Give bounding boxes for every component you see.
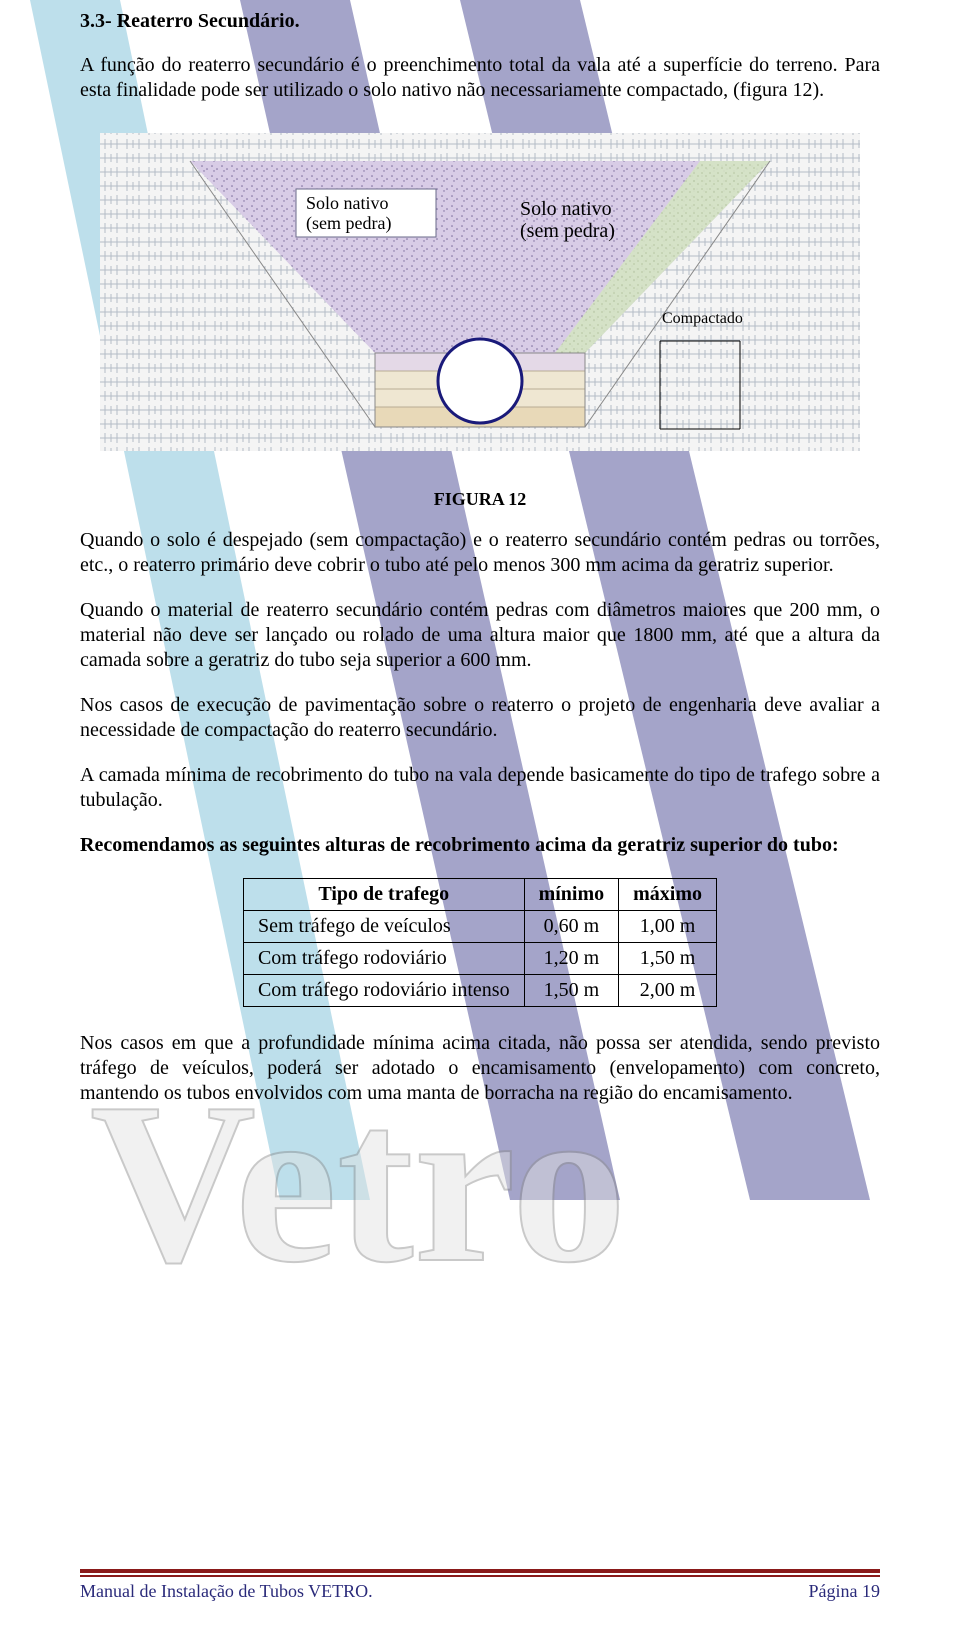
- section-title-text: Reaterro Secundário.: [117, 10, 300, 32]
- fig-label-solo-right-l1: Solo nativo: [520, 198, 612, 220]
- table-row: Com tráfego rodoviário 1,20 m 1,50 m: [243, 943, 716, 975]
- figure-caption: FIGURA 12: [80, 489, 880, 510]
- figure-label-solo-right: Solo nativo (sem pedra): [520, 198, 615, 242]
- paragraph-4: Nos casos de execução de pavimentação so…: [80, 693, 880, 743]
- table-row: Sem tráfego de veículos 0,60 m 1,00 m: [243, 911, 716, 943]
- figure-label-solo-left: Solo nativo (sem pedra): [296, 189, 436, 237]
- table-cell-tipo: Com tráfego rodoviário: [243, 943, 524, 975]
- table-header-min: mínimo: [524, 879, 619, 911]
- traffic-table: Tipo de trafego mínimo máximo Sem tráfeg…: [243, 878, 717, 1007]
- paragraph-2: Quando o solo é despejado (sem compactaç…: [80, 528, 880, 578]
- fig-label-solo-right-l2: (sem pedra): [520, 220, 615, 242]
- figure-12: Solo nativo (sem pedra) Solo nativo (sem…: [80, 123, 880, 483]
- paragraph-5: A camada mínima de recobrimento do tubo …: [80, 763, 880, 813]
- paragraph-6: Recomendamos as seguintes alturas de rec…: [80, 833, 880, 858]
- fig-label-solo-left-l1: Solo nativo: [306, 193, 389, 213]
- table-cell-min: 1,20 m: [524, 943, 619, 975]
- section-number: 3.3-: [80, 10, 112, 32]
- table-header-row: Tipo de trafego mínimo máximo: [243, 879, 716, 911]
- table-cell-max: 2,00 m: [619, 975, 717, 1007]
- section-heading: 3.3- Reaterro Secundário.: [80, 10, 880, 33]
- table-header-max: máximo: [619, 879, 717, 911]
- paragraph-3: Quando o material de reaterro secundário…: [80, 598, 880, 673]
- footer-left: Manual de Instalação de Tubos VETRO.: [80, 1581, 373, 1602]
- fig-label-compactado: Compactado: [662, 310, 743, 327]
- footer-right: Página 19: [809, 1581, 881, 1602]
- table-cell-max: 1,50 m: [619, 943, 717, 975]
- table-cell-min: 0,60 m: [524, 911, 619, 943]
- page-footer: Manual de Instalação de Tubos VETRO. Pág…: [80, 1569, 880, 1602]
- page-content: 3.3- Reaterro Secundário. A função do re…: [0, 0, 960, 1166]
- footer-rule-thin: [80, 1575, 880, 1577]
- figure-12-svg: Solo nativo (sem pedra) Solo nativo (sem…: [100, 123, 860, 483]
- table-cell-tipo: Com tráfego rodoviário intenso: [243, 975, 524, 1007]
- table-cell-max: 1,00 m: [619, 911, 717, 943]
- table-cell-min: 1,50 m: [524, 975, 619, 1007]
- fig-label-solo-left-l2: (sem pedra): [306, 213, 391, 234]
- table-row: Com tráfego rodoviário intenso 1,50 m 2,…: [243, 975, 716, 1007]
- footer-rule-thick: [80, 1569, 880, 1573]
- table-header-tipo: Tipo de trafego: [243, 879, 524, 911]
- paragraph-1: A função do reaterro secundário é o pree…: [80, 53, 880, 103]
- table-cell-tipo: Sem tráfego de veículos: [243, 911, 524, 943]
- paragraph-7: Nos casos em que a profundidade mínima a…: [80, 1031, 880, 1106]
